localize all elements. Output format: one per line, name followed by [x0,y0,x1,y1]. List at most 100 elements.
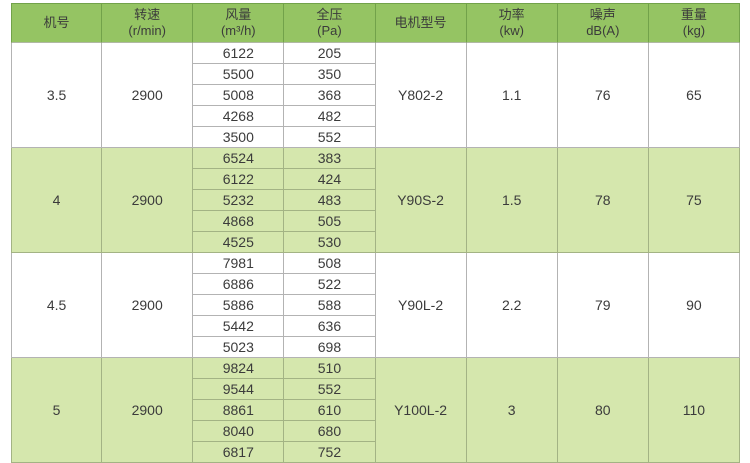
airflow-cell: 8040 [193,421,285,442]
pressure-cell: 588 [284,295,376,316]
pressure-cell: 698 [284,337,376,358]
header-unit: (kg) [682,23,706,38]
pressure-cell: 482 [284,106,376,127]
table-row: 5500 350 [11,64,740,85]
pressure-cell: 508 [284,253,376,274]
pressure-cell: 636 [284,316,376,337]
table-row: 4 2900 6524 383 Y90S-2 1.5 78 75 [11,148,740,253]
col-header-speed: 转速 (r/min) [102,3,194,43]
airflow-cell: 5442 [193,316,285,337]
col-header-weight: 重量 (kg) [648,3,740,43]
pressure-cell: 505 [284,211,376,232]
speed-cell: 2900 [102,358,194,463]
header-label: 功率 [498,7,525,22]
pressure-cell: 752 [284,442,376,463]
table-row: 9544 552 [11,379,740,400]
table-row: 4525 530 [11,232,740,253]
table-row: 5 2900 9824 510 Y100L-2 3 80 110 [11,358,740,463]
header-label: 机号 [43,15,70,30]
header-label: 噪声 [589,7,616,22]
header-row: 机号 转速 (r/min) 风量 (m³/h) 全压 (Pa) 电机型号 [11,3,740,43]
model-cell: 3.5 [11,43,103,148]
noise-cell: 76 [557,43,649,148]
col-header-model: 机号 [11,3,103,43]
col-header-airflow: 风量 (m³/h) [193,3,285,43]
airflow-cell: 5023 [193,337,285,358]
noise-cell: 79 [557,253,649,358]
airflow-cell: 4268 [193,106,285,127]
col-header-pressure: 全压 (Pa) [284,3,376,43]
table-row: 3.5 2900 6122 205 Y802-2 1.1 76 65 [11,43,740,148]
col-header-power: 功率 (kw) [466,3,558,43]
airflow-cell: 6817 [193,442,285,463]
noise-cell: 80 [557,358,649,463]
pressure-cell: 680 [284,421,376,442]
pressure-cell: 205 [284,43,376,64]
airflow-cell: 8861 [193,400,285,421]
speed-cell: 2900 [102,148,194,253]
header-label: 风量 [225,7,252,22]
motor-cell: Y802-2 [375,43,467,148]
motor-cell: Y100L-2 [375,358,467,463]
header-unit: (r/min) [128,23,166,38]
table-row: 6122 424 [11,169,740,190]
airflow-cell: 3500 [193,127,285,148]
airflow-cell: 4525 [193,232,285,253]
pressure-cell: 552 [284,379,376,400]
table-row: 5023 698 [11,337,740,358]
weight-cell: 110 [648,358,740,463]
power-cell: 1.1 [466,43,558,148]
airflow-cell: 9544 [193,379,285,400]
pressure-cell: 424 [284,169,376,190]
header-label: 重量 [680,7,707,22]
table-row: 6886 522 [11,274,740,295]
fan-spec-table: 机号 转速 (r/min) 风量 (m³/h) 全压 (Pa) 电机型号 [11,3,740,463]
pressure-cell: 610 [284,400,376,421]
airflow-cell: 6122 [193,43,285,64]
pressure-cell: 510 [284,358,376,379]
power-cell: 1.5 [466,148,558,253]
airflow-cell: 5886 [193,295,285,316]
speed-cell: 2900 [102,253,194,358]
table-row: 8040 680 [11,421,740,442]
pressure-cell: 383 [284,148,376,169]
table-row: 3500 552 [11,127,740,148]
pressure-cell: 522 [284,274,376,295]
table-row: 5232 483 [11,190,740,211]
weight-cell: 65 [648,43,740,148]
header-unit: (kw) [499,23,524,38]
table-row: 5008 368 [11,85,740,106]
airflow-cell: 7981 [193,253,285,274]
power-cell: 2.2 [466,253,558,358]
header-label: 电机型号 [394,15,447,30]
model-cell: 5 [11,358,103,463]
table-row: 4268 482 [11,106,740,127]
table-row: 4868 505 [11,211,740,232]
airflow-cell: 5500 [193,64,285,85]
table-row: 5442 636 [11,316,740,337]
airflow-cell: 6122 [193,169,285,190]
fan-spec-table-container: 机号 转速 (r/min) 风量 (m³/h) 全压 (Pa) 电机型号 [11,3,740,463]
airflow-cell: 9824 [193,358,285,379]
pressure-cell: 368 [284,85,376,106]
pressure-cell: 483 [284,190,376,211]
airflow-cell: 4868 [193,211,285,232]
airflow-cell: 6524 [193,148,285,169]
airflow-cell: 6886 [193,274,285,295]
motor-cell: Y90L-2 [375,253,467,358]
pressure-cell: 350 [284,64,376,85]
table-row: 5886 588 [11,295,740,316]
power-cell: 3 [466,358,558,463]
airflow-cell: 5008 [193,85,285,106]
header-label: 全压 [316,7,343,22]
pressure-cell: 552 [284,127,376,148]
weight-cell: 75 [648,148,740,253]
table-row: 4.5 2900 7981 508 Y90L-2 2.2 79 90 [11,253,740,358]
airflow-cell: 5232 [193,190,285,211]
col-header-noise: 噪声 dB(A) [557,3,649,43]
speed-cell: 2900 [102,43,194,148]
model-cell: 4 [11,148,103,253]
header-label: 转速 [134,7,161,22]
weight-cell: 90 [648,253,740,358]
model-cell: 4.5 [11,253,103,358]
